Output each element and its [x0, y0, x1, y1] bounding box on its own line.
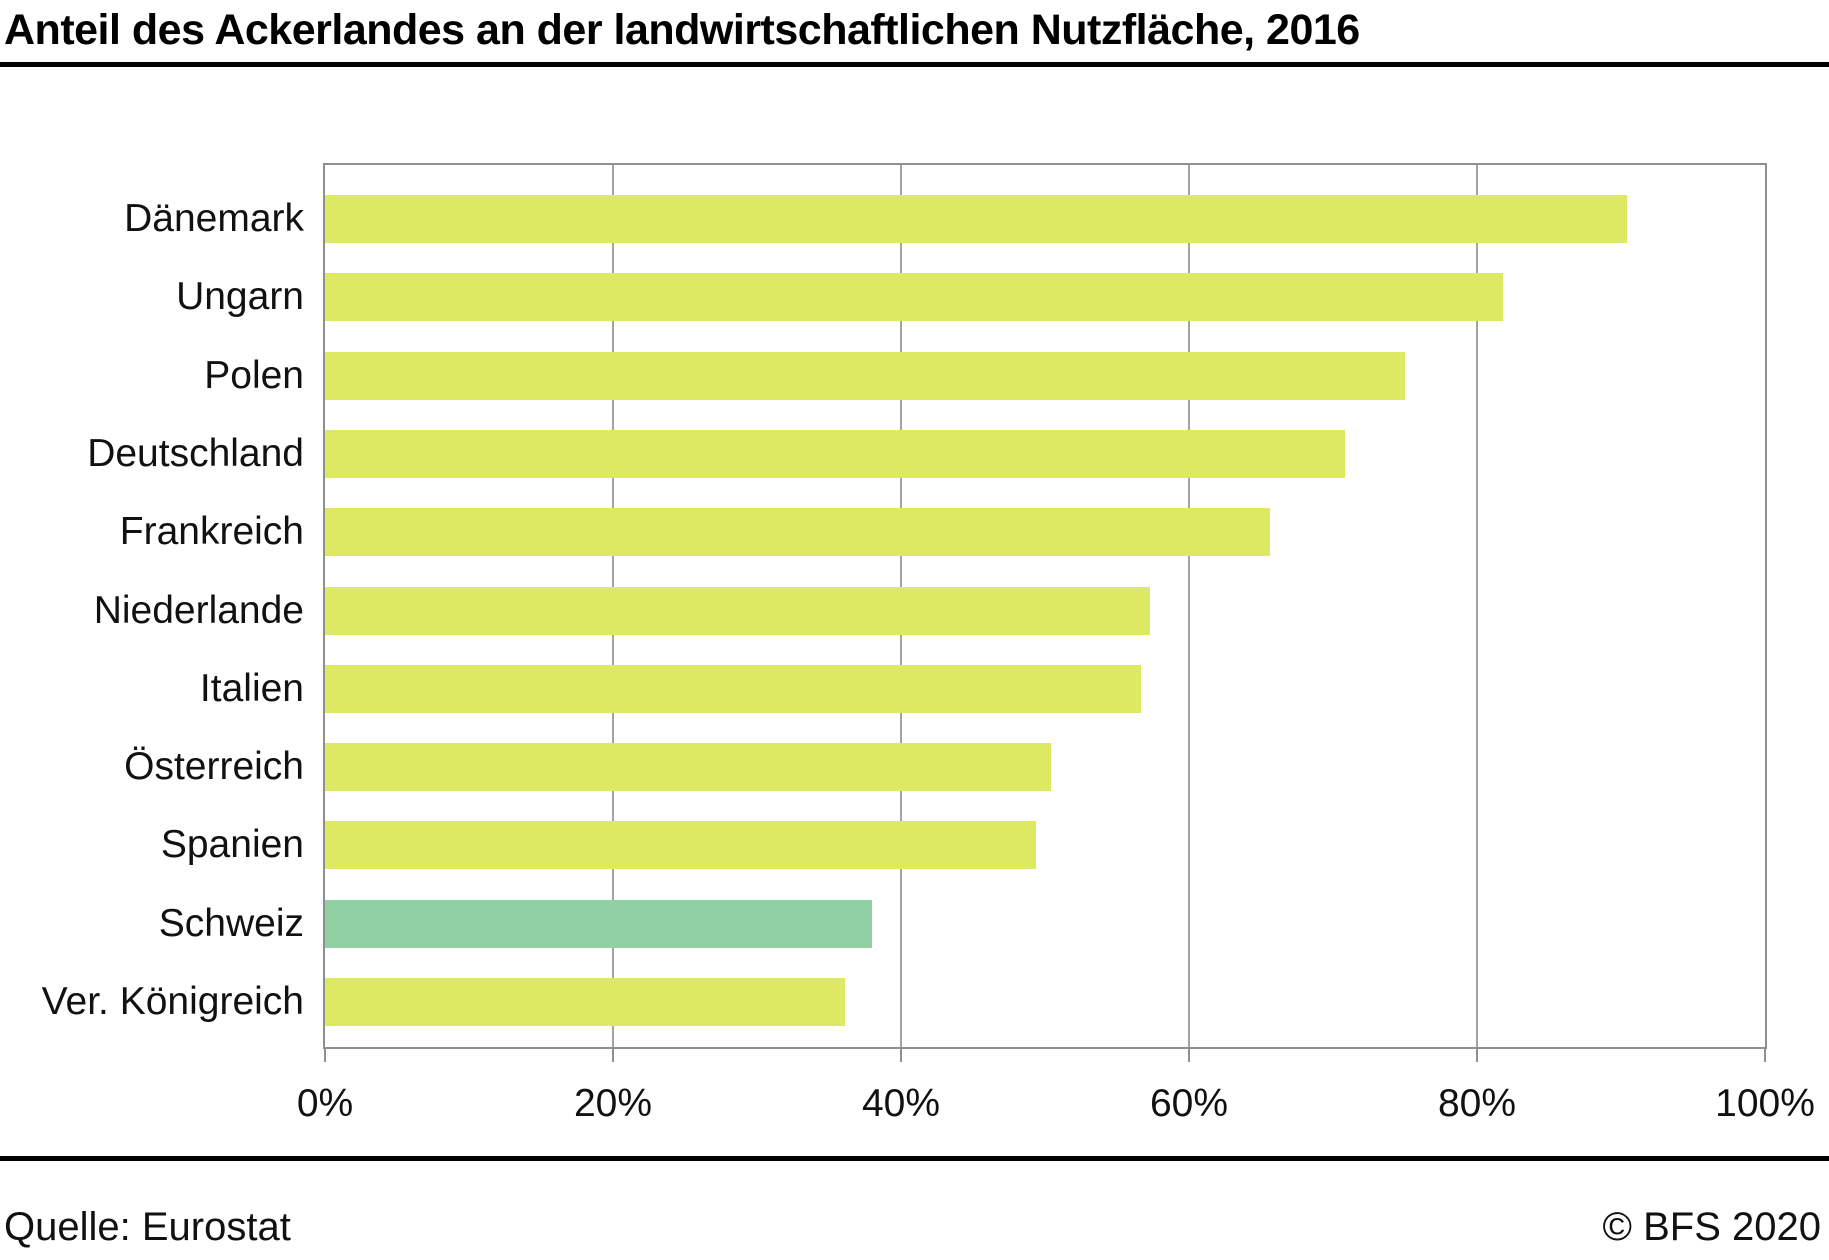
bar-3 — [325, 429, 1345, 478]
plot-frame — [323, 163, 1767, 1049]
tick-label-100: 100% — [1715, 1082, 1815, 1125]
bar-1 — [325, 273, 1503, 322]
title-divider-line — [0, 62, 1829, 67]
bar-7 — [325, 743, 1051, 792]
axis-tick-20 — [612, 1049, 614, 1062]
footer-divider-line — [0, 1156, 1829, 1161]
bar-5 — [325, 586, 1151, 635]
category-label-2: Polen — [204, 353, 304, 397]
bar-10 — [325, 978, 845, 1026]
source-label: Quelle: Eurostat — [4, 1205, 291, 1249]
axis-tick-80 — [1476, 1049, 1478, 1062]
category-label-3: Deutschland — [87, 431, 304, 475]
category-label-1: Ungarn — [176, 275, 304, 319]
category-label-10: Ver. Königreich — [41, 980, 304, 1023]
tick-label-80: 80% — [1437, 1082, 1517, 1125]
axis-tick-100 — [1764, 1049, 1766, 1062]
category-label-5: Niederlande — [93, 588, 304, 632]
axis-tick-0 — [324, 1049, 326, 1062]
category-label-6: Italien — [199, 666, 304, 710]
bar-9 — [325, 899, 873, 948]
category-label-7: Österreich — [124, 745, 304, 789]
category-label-9: Schweiz — [158, 901, 304, 945]
tick-label-0: 0% — [296, 1082, 354, 1125]
gridline-60 — [1188, 165, 1190, 1047]
tick-label-60: 60% — [1149, 1082, 1229, 1125]
bar-2 — [325, 351, 1405, 400]
category-label-4: Frankreich — [119, 510, 304, 554]
axis-tick-40 — [900, 1049, 902, 1062]
category-label-0: Dänemark — [124, 197, 304, 240]
tick-label-20: 20% — [573, 1082, 653, 1125]
gridline-80 — [1476, 165, 1478, 1047]
category-label-8: Spanien — [160, 823, 304, 867]
axis-tick-60 — [1188, 1049, 1190, 1062]
tick-label-40: 40% — [861, 1082, 941, 1125]
bar-8 — [325, 821, 1037, 870]
copyright-label: © BFS 2020 — [1602, 1205, 1821, 1249]
chart-title: Anteil des Ackerlandes an der landwirtsc… — [4, 6, 1360, 54]
bar-4 — [325, 508, 1270, 557]
bar-6 — [325, 664, 1142, 713]
bar-0 — [325, 195, 1627, 243]
